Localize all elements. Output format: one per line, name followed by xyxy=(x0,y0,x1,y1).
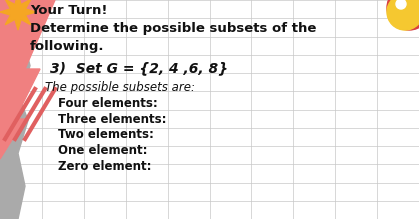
Polygon shape xyxy=(0,0,30,219)
Circle shape xyxy=(396,0,406,9)
Circle shape xyxy=(387,0,419,30)
Text: One element:: One element: xyxy=(58,144,147,157)
Text: Four elements:: Four elements: xyxy=(58,97,158,110)
Text: Three elements:: Three elements: xyxy=(58,113,166,125)
Polygon shape xyxy=(0,0,55,159)
Text: Zero element:: Zero element: xyxy=(58,160,152,173)
Text: 3)  Set G = {2, 4 ,6, 8}: 3) Set G = {2, 4 ,6, 8} xyxy=(50,62,228,76)
Text: Two elements:: Two elements: xyxy=(58,128,154,141)
Polygon shape xyxy=(0,0,36,30)
Text: Your Turn!: Your Turn! xyxy=(30,4,108,17)
Text: following.: following. xyxy=(30,40,104,53)
Text: The possible subsets are:: The possible subsets are: xyxy=(45,81,195,94)
Text: Determine the possible subsets of the: Determine the possible subsets of the xyxy=(30,22,316,35)
Circle shape xyxy=(387,0,419,30)
